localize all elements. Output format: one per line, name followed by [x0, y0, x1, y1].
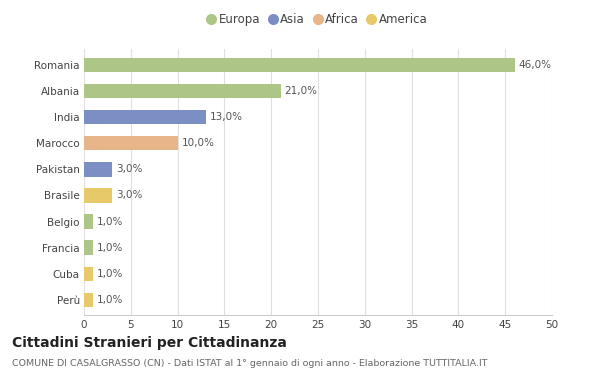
Bar [84, 241, 94, 255]
Text: 1,0%: 1,0% [97, 217, 124, 226]
Bar [84, 266, 94, 281]
Text: 1,0%: 1,0% [97, 269, 124, 279]
Text: Cittadini Stranieri per Cittadinanza: Cittadini Stranieri per Cittadinanza [12, 336, 287, 350]
Bar [84, 58, 515, 72]
Text: 1,0%: 1,0% [97, 242, 124, 253]
Text: 3,0%: 3,0% [116, 165, 142, 174]
Text: 10,0%: 10,0% [181, 138, 214, 148]
Text: 3,0%: 3,0% [116, 190, 142, 200]
Bar [84, 110, 206, 124]
Bar [84, 84, 281, 98]
Text: 21,0%: 21,0% [284, 86, 317, 96]
Bar [84, 162, 112, 177]
Bar [84, 136, 178, 150]
Legend: Europa, Asia, Africa, America: Europa, Asia, Africa, America [208, 13, 428, 26]
Text: 46,0%: 46,0% [518, 60, 551, 70]
Text: 13,0%: 13,0% [209, 112, 242, 122]
Text: COMUNE DI CASALGRASSO (CN) - Dati ISTAT al 1° gennaio di ogni anno - Elaborazion: COMUNE DI CASALGRASSO (CN) - Dati ISTAT … [12, 359, 487, 368]
Bar [84, 188, 112, 203]
Text: 1,0%: 1,0% [97, 295, 124, 305]
Bar [84, 214, 94, 229]
Bar [84, 293, 94, 307]
